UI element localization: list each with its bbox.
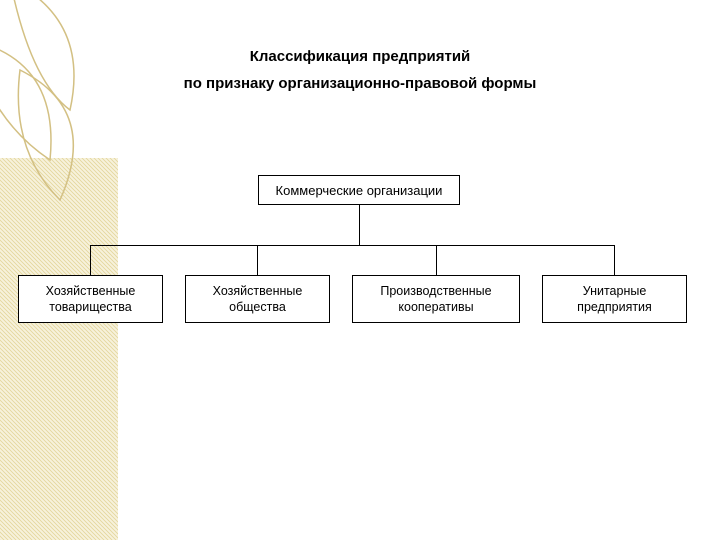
org-chart: Коммерческие организации Хозяйственные т… <box>0 175 720 375</box>
child-node-2: Производственные кооперативы <box>352 275 520 323</box>
child-node-3: Унитарные предприятия <box>542 275 687 323</box>
connector-drop-0 <box>90 245 91 275</box>
connector-bus <box>90 245 615 246</box>
child-node-1: Хозяйственные общества <box>185 275 330 323</box>
title-line-1: Классификация предприятий <box>0 48 720 65</box>
connector-drop-2 <box>436 245 437 275</box>
child-node-0: Хозяйственные товарищества <box>18 275 163 323</box>
connector-stem <box>359 205 360 245</box>
connector-drop-1 <box>257 245 258 275</box>
title-line-2: по признаку организационно-правовой форм… <box>0 75 720 92</box>
root-node: Коммерческие организации <box>258 175 460 205</box>
connector-drop-3 <box>614 245 615 275</box>
slide-title: Классификация предприятий по признаку ор… <box>0 48 720 92</box>
